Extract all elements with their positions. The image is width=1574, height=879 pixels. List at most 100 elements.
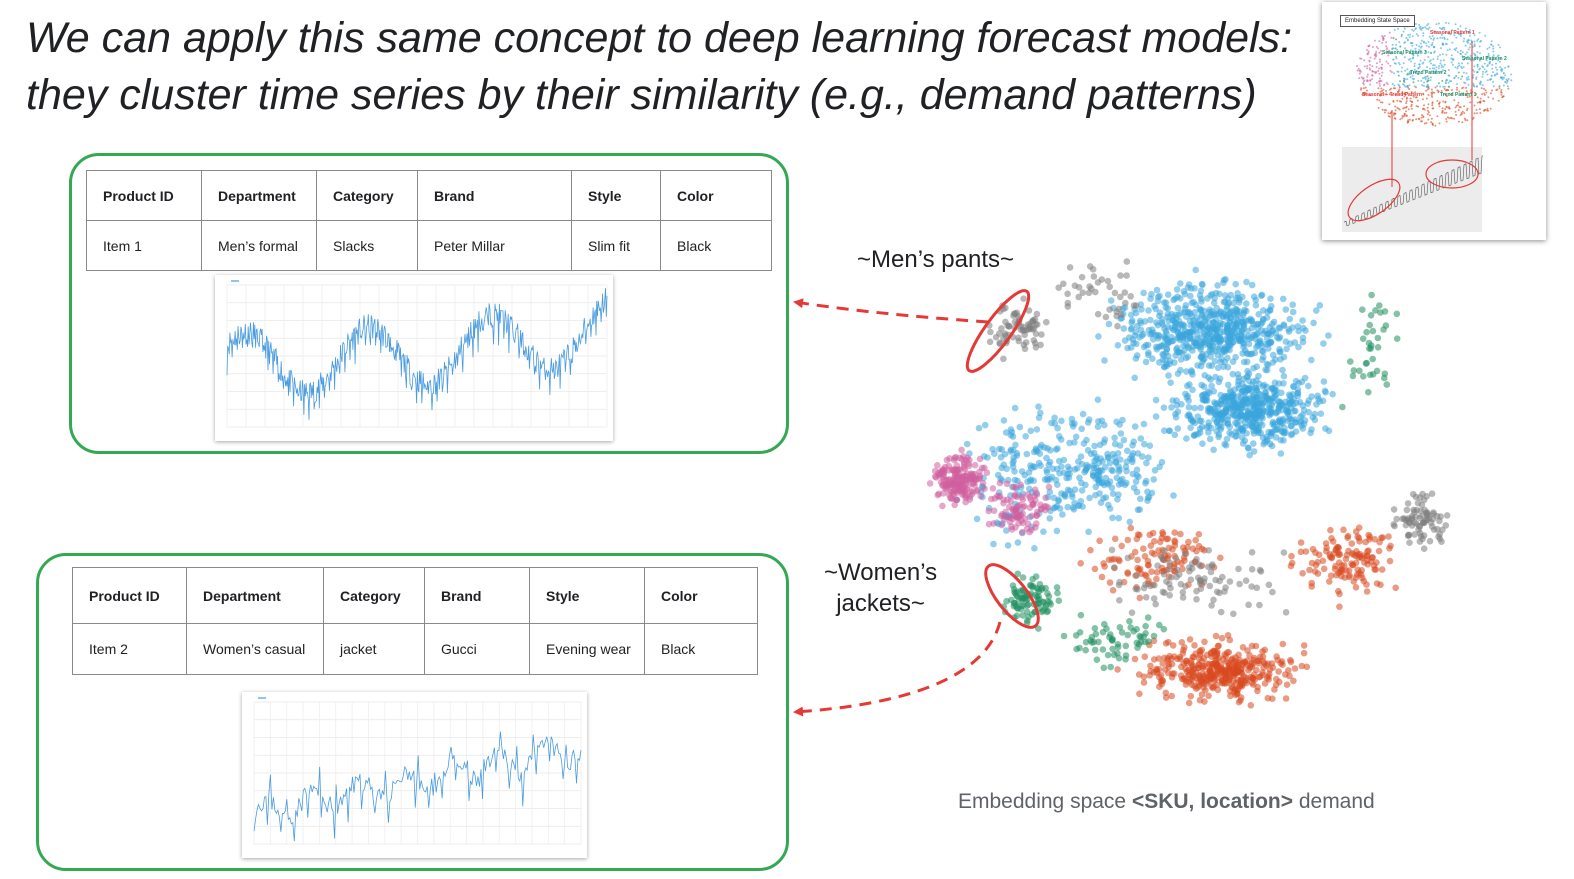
scatter-point [1234, 371, 1242, 378]
scatter-point [1172, 311, 1179, 319]
scatter-point [1219, 412, 1226, 420]
scatter-point [1161, 325, 1168, 332]
thumb-scatter-point [1361, 93, 1364, 96]
scatter-point [1225, 299, 1233, 307]
scatter-point [1200, 307, 1208, 315]
scatter-point [1162, 689, 1170, 697]
scatter-point [1190, 298, 1197, 306]
scatter-point [1231, 402, 1238, 410]
scatter-point [1393, 335, 1401, 343]
scatter-point [1276, 333, 1284, 341]
thumb-scatter-point [1461, 87, 1463, 90]
scatter-point [1365, 547, 1372, 554]
scatter-point [1338, 565, 1345, 573]
scatter-point [1387, 542, 1394, 550]
scatter-point [1253, 321, 1260, 328]
scatter-point [1132, 585, 1139, 593]
scatter-point [1015, 513, 1022, 521]
scatter-point [1230, 395, 1237, 403]
thumb-scatter-point [1431, 35, 1434, 37]
scatter-point [1298, 422, 1305, 430]
scatter-point [1311, 416, 1319, 424]
scatter-point [1123, 458, 1130, 466]
scatter-point [998, 446, 1006, 453]
scatter-point [1236, 296, 1243, 304]
scatter-point [1253, 584, 1261, 592]
scatter-point [1145, 493, 1153, 501]
scatter-point [1239, 425, 1247, 433]
scatter-point [1230, 669, 1238, 677]
scatter-point [1105, 556, 1113, 563]
scatter-point [1194, 684, 1201, 691]
thumb-scatter-point [1486, 109, 1488, 112]
thumb-scatter-point [1410, 91, 1413, 93]
scatter-point [1239, 681, 1246, 688]
scatter-point [1357, 571, 1365, 578]
scatter-point [1337, 568, 1344, 576]
scatter-point [1142, 622, 1149, 630]
slide-title: We can apply this same concept to deep l… [26, 10, 1296, 124]
thumb-scatter-point [1443, 26, 1446, 29]
scatter-point [1101, 620, 1108, 628]
thumb-scatter-point [1435, 66, 1438, 69]
scatter-point [1235, 407, 1242, 414]
scatter-point [1232, 419, 1239, 427]
scatter-point [1115, 481, 1123, 488]
scatter-point [1030, 501, 1037, 509]
scatter-point [1208, 290, 1216, 298]
scatter-point [1260, 407, 1268, 415]
scatter-point [1226, 687, 1234, 695]
scatter-point [1211, 659, 1219, 667]
scatter-point [1123, 258, 1131, 265]
scatter-point [1284, 408, 1292, 415]
thumb-scatter-point [1428, 45, 1430, 48]
scatter-point [1237, 337, 1244, 345]
scatter-point [1217, 309, 1224, 316]
thumb-scatter-point [1402, 83, 1404, 86]
scatter-point [1095, 638, 1102, 646]
scatter-point [1282, 338, 1290, 346]
scatter-point [1091, 457, 1098, 465]
scatter-point [1032, 497, 1039, 504]
scatter-point [1206, 409, 1214, 416]
scatter-point [1068, 415, 1076, 423]
scatter-point [1205, 324, 1213, 331]
scatter-point [1211, 310, 1218, 318]
thumb-scatter-point [1435, 69, 1438, 72]
thumb-scatter-point [1464, 82, 1467, 85]
thumb-scatter-point [1443, 111, 1446, 114]
scatter-point [1200, 680, 1208, 688]
scatter-point [1359, 306, 1366, 314]
scatter-point [1138, 306, 1145, 313]
thumb-scatter-point [1505, 81, 1508, 84]
scatter-point [1234, 676, 1242, 684]
thumb-scatter-point [1415, 118, 1418, 121]
scatter-point [1339, 403, 1346, 411]
scatter-point [1142, 342, 1150, 349]
thumb-scatter-point [1436, 37, 1439, 40]
thumb-scatter-point [1408, 88, 1411, 90]
scatter-point [1107, 297, 1115, 304]
scatter-point [1151, 302, 1158, 310]
scatter-point [1098, 417, 1106, 425]
thumb-scatter-point [1396, 70, 1399, 73]
scatter-point [1238, 675, 1246, 683]
thumb-scatter-point [1454, 23, 1457, 26]
scatter-point [1022, 597, 1030, 604]
thumb-scatter-point [1445, 95, 1448, 98]
thumb-scatter-point [1486, 79, 1489, 82]
scatter-point [1157, 671, 1165, 679]
scatter-point [1240, 333, 1248, 340]
scatter-point [984, 454, 991, 461]
scatter-point [1210, 673, 1218, 681]
scatter-point [1133, 340, 1140, 348]
scatter-point [1233, 432, 1240, 440]
scatter-point [1095, 459, 1103, 467]
thumb-scatter-point [1366, 89, 1368, 92]
scatter-point [1137, 319, 1145, 327]
scatter-point [1024, 617, 1031, 624]
scatter-point [1159, 588, 1167, 596]
scatter-point [1162, 640, 1170, 647]
scatter-point [1075, 284, 1083, 291]
scatter-point [1426, 537, 1434, 545]
